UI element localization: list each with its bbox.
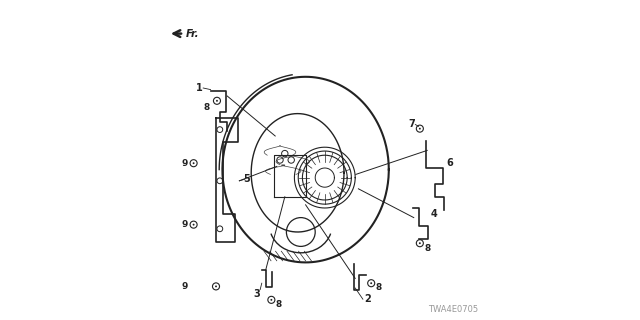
Text: Fr.: Fr.: [186, 28, 199, 39]
Text: 8: 8: [204, 103, 210, 112]
Text: 8: 8: [276, 300, 282, 309]
Text: 3: 3: [253, 289, 260, 299]
Text: 9: 9: [182, 159, 188, 168]
Text: 9: 9: [182, 282, 188, 291]
Circle shape: [419, 242, 421, 244]
Circle shape: [370, 282, 372, 284]
Text: 8: 8: [425, 244, 431, 253]
Circle shape: [216, 100, 218, 102]
Text: 1: 1: [195, 83, 202, 93]
Text: 5: 5: [243, 174, 250, 184]
Text: 9: 9: [182, 220, 188, 229]
Circle shape: [193, 224, 195, 226]
Text: 2: 2: [364, 294, 371, 304]
Text: 7: 7: [408, 118, 415, 129]
Text: 8: 8: [376, 284, 382, 292]
Text: 4: 4: [430, 209, 437, 220]
Circle shape: [419, 128, 421, 130]
Circle shape: [271, 299, 273, 301]
Text: TWA4E0705: TWA4E0705: [428, 305, 479, 314]
Text: 6: 6: [447, 158, 454, 168]
Circle shape: [193, 162, 195, 164]
Circle shape: [215, 285, 217, 287]
